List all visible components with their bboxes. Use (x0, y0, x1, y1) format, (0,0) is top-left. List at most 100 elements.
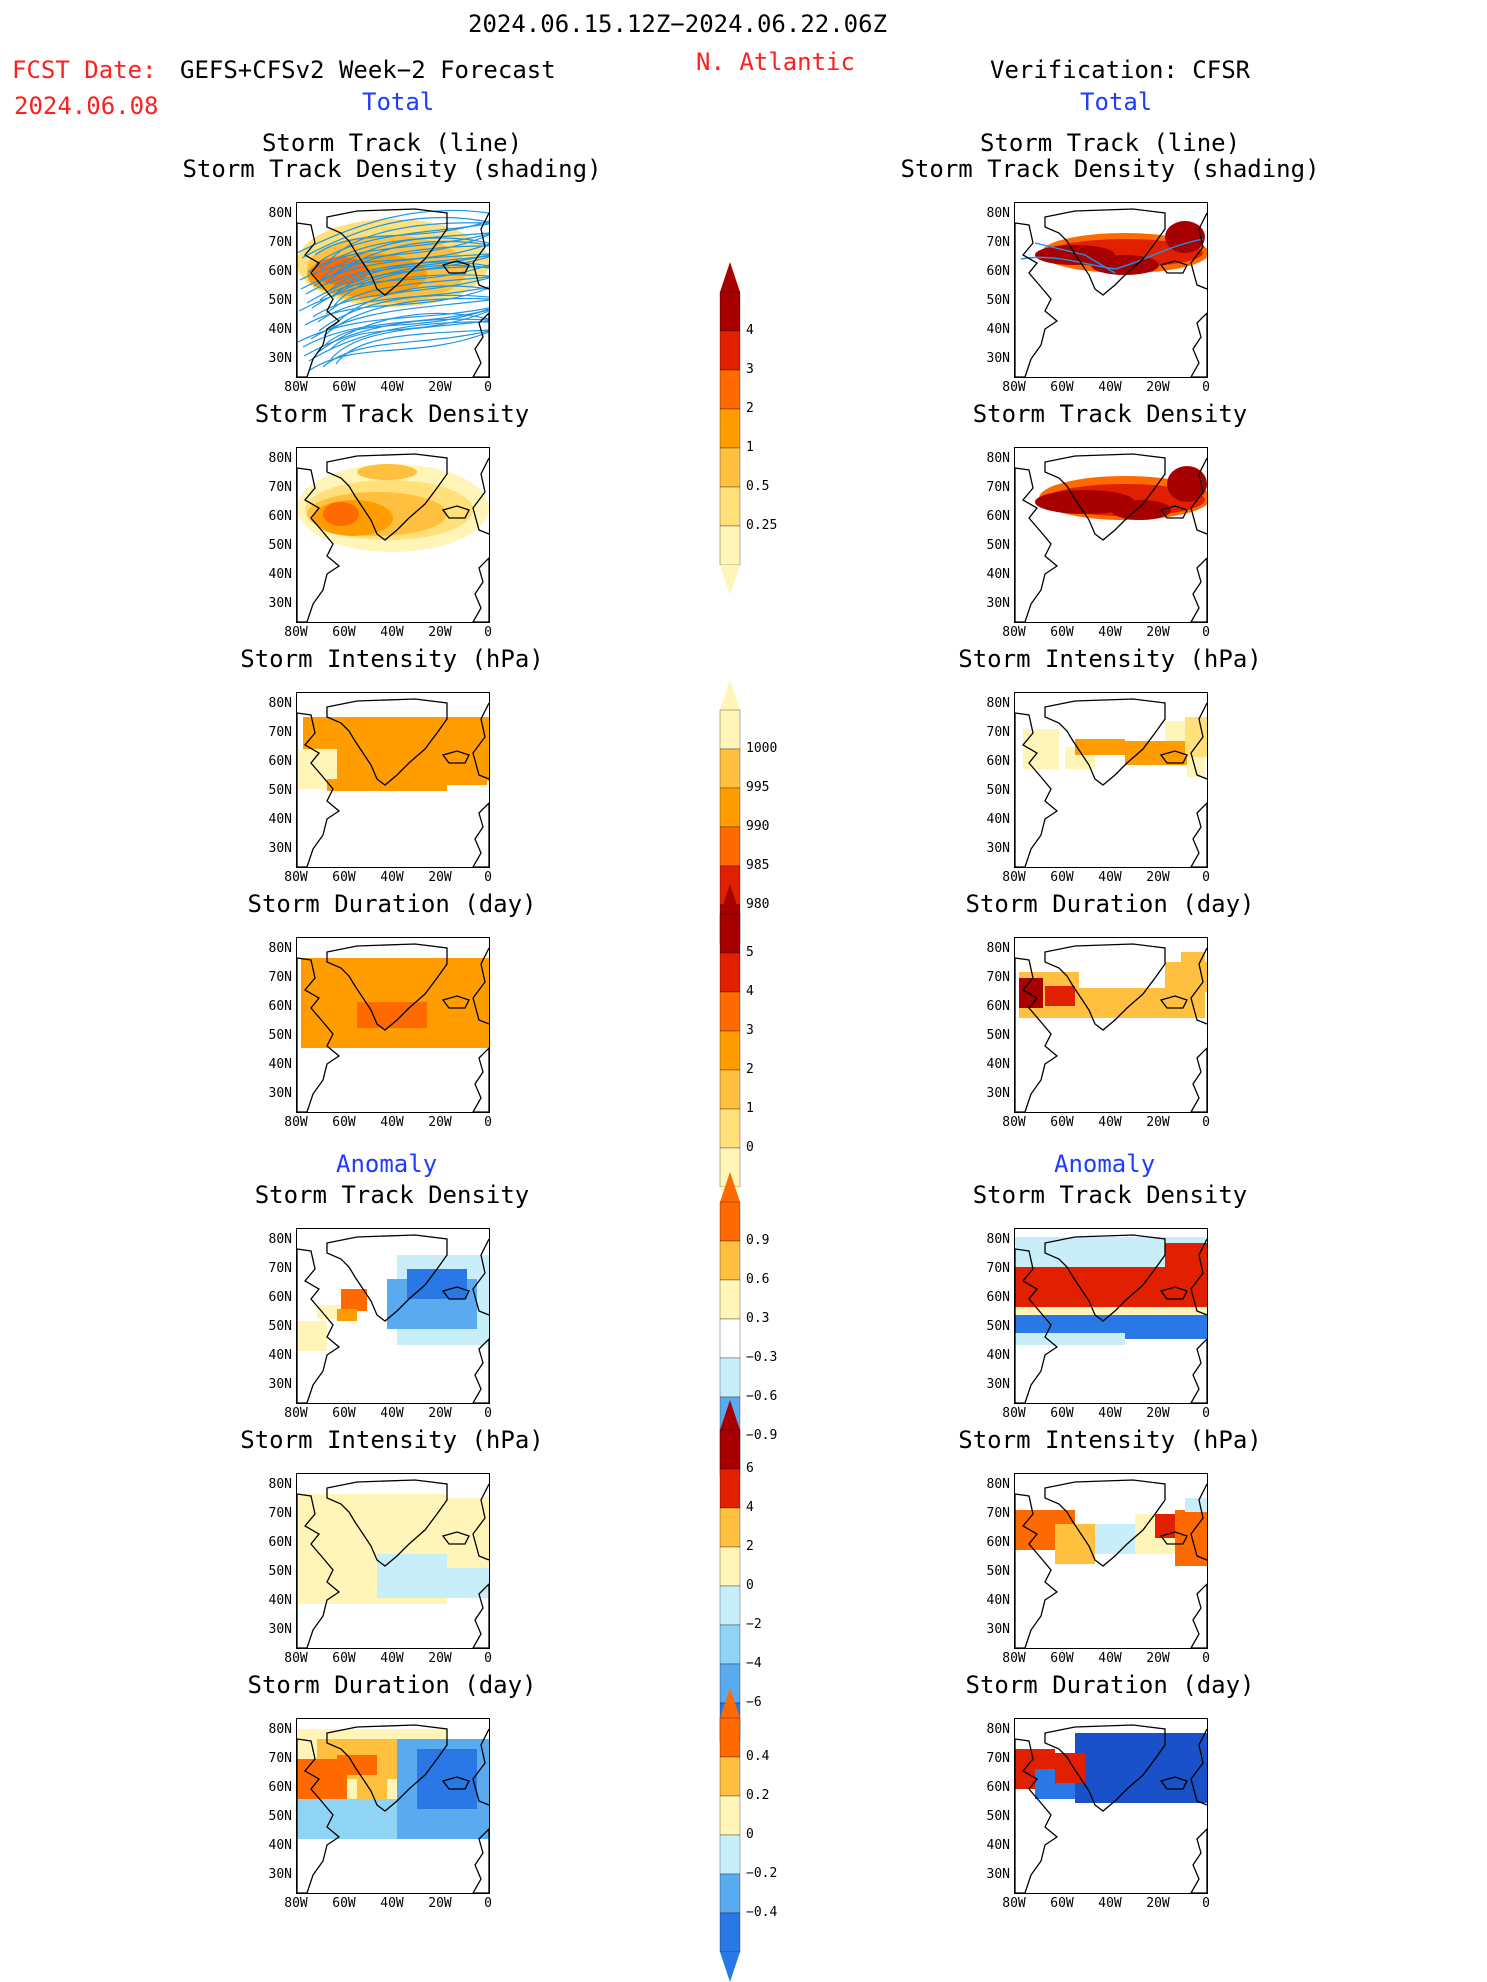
colorbar-label: −0.6 (746, 1389, 778, 1404)
lon-tick-label: 40W (1098, 625, 1122, 640)
lon-tick-label: 60W (1050, 1406, 1074, 1421)
panel-title: Storm Intensity (hPa) (958, 645, 1262, 673)
coastline (1015, 1479, 1207, 1648)
lon-tick-label: 60W (1050, 1651, 1074, 1666)
period-title: 2024.06.15.12Z−2024.06.22.06Z (468, 10, 888, 38)
fcst-date: 2024.06.08 (14, 92, 159, 120)
lon-tick-label: 20W (428, 1406, 452, 1421)
lon-tick-label: 60W (332, 1896, 356, 1911)
lon-tick-label: 20W (1146, 1115, 1170, 1130)
lon-tick-label: 40W (380, 380, 404, 395)
panel-title: Storm Track Density (shading) (900, 155, 1320, 183)
lat-tick-label: 40N (986, 1838, 1010, 1853)
lon-tick-label: 60W (1050, 380, 1074, 395)
lat-tick-label: 50N (268, 293, 292, 308)
lat-tick-label: 40N (986, 1057, 1010, 1072)
lon-tick-label: 0 (1202, 380, 1210, 395)
lat-tick-label: 80N (268, 941, 292, 956)
panel-r3-c1-map (1014, 937, 1208, 1113)
verification-label: Verification: CFSR (990, 56, 1251, 84)
lat-tick-label: 70N (268, 480, 292, 495)
lon-tick-label: 80W (1002, 380, 1026, 395)
coastline (297, 1234, 489, 1403)
lat-tick-label: 70N (268, 970, 292, 985)
colorbar-swatch (719, 1201, 741, 1242)
colorbar-swatch (719, 1834, 741, 1875)
colorbar-swatch (719, 330, 741, 371)
lat-tick-label: 50N (268, 1564, 292, 1579)
lat-tick-label: 70N (986, 1751, 1010, 1766)
lon-tick-label: 80W (1002, 1651, 1026, 1666)
colorbar-swatch (719, 748, 741, 789)
colorbar-swatch (719, 1069, 741, 1110)
coastline (1015, 698, 1207, 867)
lat-tick-label: 70N (986, 235, 1010, 250)
lon-tick-label: 0 (1202, 1406, 1210, 1421)
lon-tick-label: 20W (428, 1651, 452, 1666)
lat-tick-label: 80N (268, 1477, 292, 1492)
lon-tick-label: 40W (380, 1115, 404, 1130)
panel-title: Storm Intensity (hPa) (240, 1426, 544, 1454)
lon-tick-label: 40W (380, 1406, 404, 1421)
colorbar-label: 3 (746, 362, 754, 377)
colorbar-swatch (719, 1873, 741, 1914)
lon-tick-label: 0 (1202, 870, 1210, 885)
section-total-left: Total (362, 88, 435, 116)
colorbar-swatch (719, 1756, 741, 1797)
lon-tick-label: 80W (284, 1115, 308, 1130)
lon-tick-label: 60W (1050, 1115, 1074, 1130)
lat-tick-label: 30N (986, 1867, 1010, 1882)
coastline (297, 943, 489, 1112)
colorbar-label: 985 (746, 858, 770, 873)
colorbar-label: 6 (746, 1461, 754, 1476)
lat-tick-label: 60N (268, 1290, 292, 1305)
panel-title: Storm Duration (day) (965, 890, 1255, 918)
lat-tick-label: 70N (986, 1506, 1010, 1521)
panel-title: Storm Duration (day) (965, 1671, 1255, 1699)
lon-tick-label: 80W (1002, 870, 1026, 885)
panel-r5-c0-map (296, 1473, 490, 1649)
panel-r2-c1-map (1014, 692, 1208, 868)
lon-tick-label: 80W (1002, 1406, 1026, 1421)
lat-tick-label: 60N (986, 1535, 1010, 1550)
lon-tick-label: 60W (332, 1651, 356, 1666)
lat-tick-label: 80N (268, 1232, 292, 1247)
coastline (1015, 1234, 1207, 1403)
colorbar-label: 0.2 (746, 1788, 770, 1803)
lon-tick-label: 20W (428, 870, 452, 885)
coastline (297, 453, 489, 622)
lat-tick-label: 30N (268, 1867, 292, 1882)
lat-tick-label: 60N (986, 264, 1010, 279)
lat-tick-label: 30N (268, 1086, 292, 1101)
colorbar-swatch (719, 1507, 741, 1548)
lon-tick-label: 80W (284, 1406, 308, 1421)
lon-tick-label: 60W (332, 1406, 356, 1421)
colorbar-swatch (719, 369, 741, 410)
colorbar-swatch (719, 1585, 741, 1626)
colorbar-swatch (719, 952, 741, 993)
lat-tick-label: 70N (268, 1506, 292, 1521)
coastline (297, 208, 489, 377)
lat-tick-label: 60N (986, 1290, 1010, 1305)
region-label: N. Atlantic (696, 48, 855, 76)
lon-tick-label: 40W (1098, 1406, 1122, 1421)
colorbar-swatch (719, 486, 741, 527)
lon-tick-label: 40W (1098, 870, 1122, 885)
colorbar-label: 2 (746, 401, 754, 416)
lon-tick-label: 60W (332, 1115, 356, 1130)
lat-tick-label: 30N (268, 1622, 292, 1637)
panel-title: Storm Track Density (shading) (182, 155, 602, 183)
lon-tick-label: 0 (484, 1651, 492, 1666)
lon-tick-label: 0 (1202, 1651, 1210, 1666)
colorbar-swatch (719, 787, 741, 828)
lon-tick-label: 20W (1146, 870, 1170, 885)
lat-tick-label: 80N (986, 451, 1010, 466)
lat-tick-label: 80N (268, 1722, 292, 1737)
lon-tick-label: 40W (1098, 1896, 1122, 1911)
lat-tick-label: 70N (986, 970, 1010, 985)
lat-tick-label: 50N (268, 783, 292, 798)
lon-tick-label: 20W (1146, 625, 1170, 640)
colorbar-swatch (719, 1318, 741, 1359)
lon-tick-label: 80W (1002, 1896, 1026, 1911)
lon-tick-label: 20W (1146, 380, 1170, 395)
